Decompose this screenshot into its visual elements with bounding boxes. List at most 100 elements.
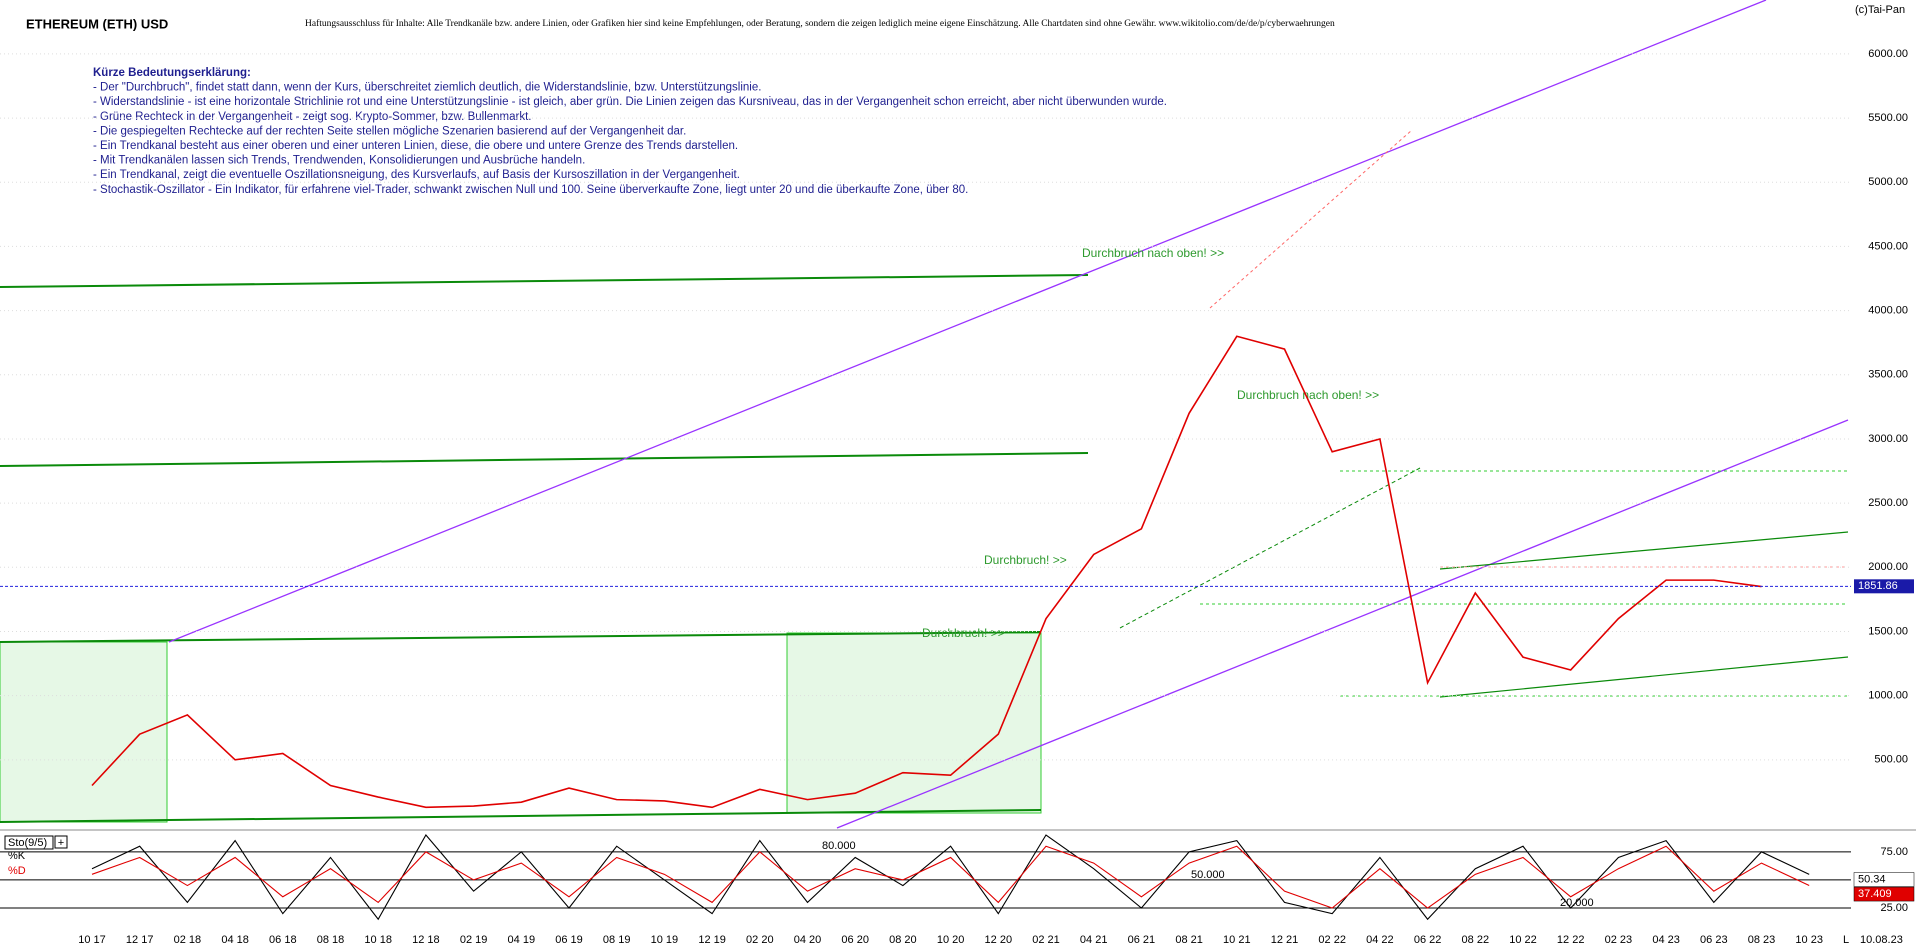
value-tag — [1853, 872, 1915, 887]
note-line: - Stochastik-Oszillator - Ein Indikator,… — [93, 184, 968, 196]
disclaimer: Haftungsausschluss für Inhalte: Alle Tre… — [305, 18, 1335, 29]
x-tick-label: 12 19 — [698, 934, 726, 946]
x-tick-label: 04 22 — [1366, 934, 1394, 946]
x-tick-label: 10 22 — [1509, 934, 1537, 946]
trend-line — [1439, 531, 1849, 570]
price-tag-label: 1851.86 — [1858, 580, 1898, 592]
x-tick-label: 10 18 — [364, 934, 392, 946]
series-line — [91, 845, 1810, 909]
y-tick-label: 5500.00 — [1868, 112, 1908, 124]
x-tick-label: 12 17 — [126, 934, 154, 946]
note-line: - Der "Durchbruch", findet statt dann, w… — [93, 82, 761, 94]
price-tag — [1854, 579, 1914, 594]
y-tick-label: 3500.00 — [1868, 369, 1908, 381]
x-tick-label: 10 20 — [937, 934, 965, 946]
x-tick-label: 06 22 — [1414, 934, 1442, 946]
y-tick-label: 2500.00 — [1868, 497, 1908, 509]
y-tick-label: 1500.00 — [1868, 625, 1908, 637]
x-tick-label: 06 21 — [1128, 934, 1156, 946]
x-tick-label: 04 18 — [221, 934, 249, 946]
x-tick-label: 08 20 — [889, 934, 917, 946]
expand-button[interactable] — [54, 835, 68, 849]
note-line: - Ein Trendkanal, zeigt die eventuelle O… — [93, 169, 740, 181]
note-line: Kürze Bedeutungserklärung: — [93, 67, 251, 79]
value-tag — [1853, 886, 1915, 902]
note-line: - Grüne Rechteck in der Vergangenheit - … — [93, 111, 531, 123]
x-tick-label: 10 19 — [651, 934, 679, 946]
x-tick-label: 02 21 — [1032, 934, 1060, 946]
level-line — [1209, 129, 1413, 309]
y-tick-label: 75.00 — [1880, 846, 1908, 858]
y-tick-label: 25.00 — [1880, 902, 1908, 914]
bull-box — [786, 632, 1042, 814]
x-tick-label: 02 18 — [174, 934, 202, 946]
indicator-box — [4, 835, 54, 850]
note-line: - Ein Trendkanal besteht aus einer obere… — [93, 140, 738, 152]
trend-line — [0, 452, 1089, 467]
x-tick-label: 04 23 — [1652, 934, 1680, 946]
level-label: 80.000 — [822, 840, 856, 852]
chart-title: ETHEREUM (ETH) USD — [26, 16, 168, 31]
trend-line — [0, 809, 1042, 823]
x-tick-label: 02 22 — [1318, 934, 1346, 946]
y-tick-label: 2000.00 — [1868, 561, 1908, 573]
x-tick-label: 08 18 — [317, 934, 345, 946]
x-tick-label: 10 21 — [1223, 934, 1251, 946]
level-label: 50.000 — [1191, 869, 1225, 881]
corner-label: L — [1843, 934, 1849, 946]
x-tick-label: 04 19 — [508, 934, 536, 946]
y-tick-label: 5000.00 — [1868, 176, 1908, 188]
bull-box — [0, 641, 168, 823]
series-line — [91, 834, 1810, 921]
series-line — [91, 335, 1762, 809]
legend-entry: %D — [8, 865, 26, 877]
x-tick-label: 06 20 — [841, 934, 869, 946]
x-tick-label: 10 17 — [78, 934, 106, 946]
note-line: - Mit Trendkanälen lassen sich Trends, T… — [93, 155, 585, 167]
trend-line — [1439, 656, 1849, 698]
trend-line — [836, 419, 1849, 829]
x-tick-label: 04 21 — [1080, 934, 1108, 946]
x-tick-label: 08 23 — [1748, 934, 1776, 946]
indicator-title: Sto(9/5) — [8, 837, 47, 849]
annotation: Durchbruch nach oben! >> — [1082, 246, 1224, 260]
x-tick-label: 02 23 — [1605, 934, 1633, 946]
value-tag-label: 37.409 — [1858, 888, 1892, 900]
y-tick-label: 4500.00 — [1868, 240, 1908, 252]
y-tick-label: 6000.00 — [1868, 48, 1908, 60]
trend-line — [0, 274, 1089, 288]
x-tick-label: 12 20 — [985, 934, 1013, 946]
annotation: Durchbruch nach oben! >> — [1237, 388, 1379, 402]
expand-icon: + — [58, 837, 64, 849]
x-tick-label: 12 22 — [1557, 934, 1585, 946]
y-tick-label: 500.00 — [1874, 754, 1908, 766]
x-tick-label: 10 23 — [1795, 934, 1823, 946]
x-tick-label: 02 20 — [746, 934, 774, 946]
x-tick-label: 08 19 — [603, 934, 631, 946]
y-tick-label: 4000.00 — [1868, 305, 1908, 317]
x-tick-label: 08 21 — [1175, 934, 1203, 946]
x-tick-label: 06 19 — [555, 934, 583, 946]
x-tick-label: 04 20 — [794, 934, 822, 946]
x-tick-label: 06 23 — [1700, 934, 1728, 946]
x-tick-label: 08 22 — [1462, 934, 1490, 946]
annotation: Durchbruch! >> — [984, 553, 1067, 567]
copyright: (c)Tai-Pan — [1855, 4, 1905, 16]
note-line: - Widerstandslinie - ist eine horizontal… — [93, 96, 1167, 108]
annotation: Durchbruch! >> — [922, 626, 1005, 640]
x-tick-label: 12 18 — [412, 934, 440, 946]
note-line: - Die gespiegelten Rechtecke auf der rec… — [93, 125, 686, 137]
legend-entry: %K — [8, 850, 26, 862]
x-tick-label: 06 18 — [269, 934, 297, 946]
drawings — [0, 0, 1849, 829]
y-tick-label: 1000.00 — [1868, 690, 1908, 702]
level-label: 20.000 — [1560, 897, 1594, 909]
x-tick-label: 12 21 — [1271, 934, 1299, 946]
trend-line — [168, 0, 1767, 643]
cursor-date: 10.08.23 — [1860, 934, 1903, 946]
trend-line — [1119, 467, 1421, 629]
x-tick-label: 02 19 — [460, 934, 488, 946]
value-tag-label: 50.34 — [1858, 873, 1886, 885]
y-tick-label: 3000.00 — [1868, 433, 1908, 445]
